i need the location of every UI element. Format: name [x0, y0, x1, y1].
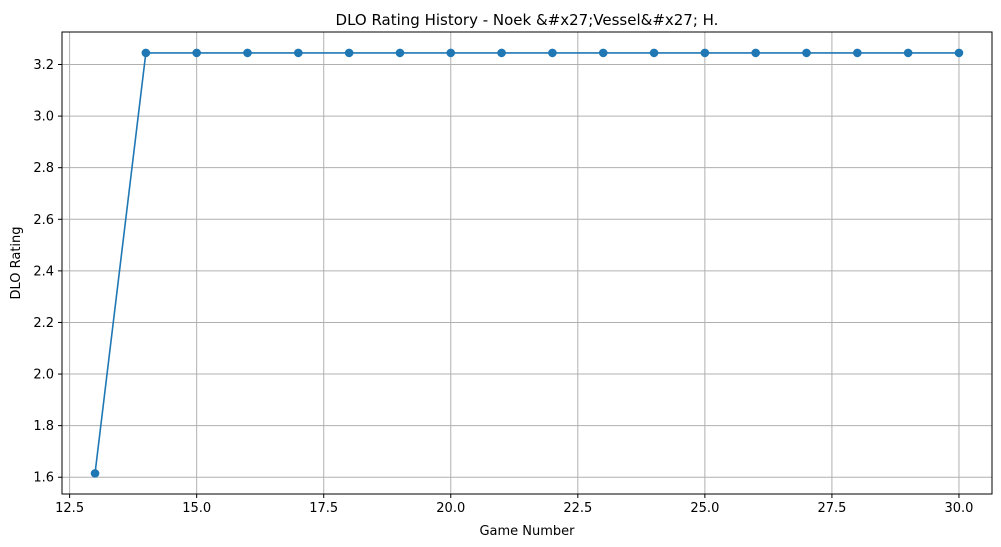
- x-tick-label: 22.5: [563, 501, 592, 516]
- data-point: [344, 48, 354, 58]
- x-tick-label: 27.5: [817, 501, 846, 516]
- chart-title: DLO Rating History - Noek &#x27;Vessel&#…: [336, 11, 719, 29]
- y-tick-label: 1.8: [33, 419, 54, 434]
- series-layer: [90, 48, 964, 478]
- y-tick-label: 2.0: [33, 368, 54, 383]
- plot-frame: [61, 31, 993, 495]
- x-tick-label: 30.0: [944, 501, 973, 516]
- y-axis-label: DLO Rating: [9, 226, 24, 299]
- y-tick-label: 2.8: [33, 161, 54, 176]
- x-axis-ticks: 12.5 15.0 17.5 20.0 22.5 25.0 27.5 30.0: [55, 494, 973, 516]
- data-point: [649, 48, 659, 58]
- data-point: [90, 469, 100, 478]
- grid: [62, 32, 992, 494]
- data-point: [853, 48, 862, 58]
- x-tick-label: 15.0: [182, 501, 211, 516]
- x-tick-label: 25.0: [690, 501, 719, 516]
- x-tick-label: 20.0: [436, 501, 465, 516]
- y-axis-ticks: 1.6 1.8 2.0 2.2 2.4 2.6 2.8 3.0 3.2: [33, 58, 62, 486]
- data-point: [598, 48, 608, 58]
- data-point: [141, 48, 151, 58]
- x-tick-label: 17.5: [309, 501, 338, 516]
- y-tick-label: 3.0: [33, 110, 54, 125]
- data-point: [294, 48, 303, 58]
- y-tick-label: 3.2: [33, 58, 54, 73]
- y-tick-label: 2.4: [33, 264, 54, 279]
- x-tick-label: 12.5: [55, 501, 84, 516]
- data-point: [751, 48, 760, 58]
- data-point: [446, 48, 456, 58]
- y-tick-label: 2.6: [33, 213, 54, 228]
- data-point: [192, 48, 201, 58]
- y-tick-label: 2.2: [33, 316, 54, 331]
- data-point: [497, 48, 506, 58]
- data-point: [954, 48, 964, 58]
- data-point: [395, 48, 405, 58]
- x-axis-label: Game Number: [479, 524, 575, 539]
- data-point: [802, 48, 811, 58]
- y-tick-label: 1.6: [33, 471, 54, 486]
- data-point: [548, 48, 557, 58]
- data-point: [700, 48, 710, 58]
- data-point: [903, 48, 913, 58]
- data-point: [243, 48, 252, 58]
- series-line: [94, 52, 959, 474]
